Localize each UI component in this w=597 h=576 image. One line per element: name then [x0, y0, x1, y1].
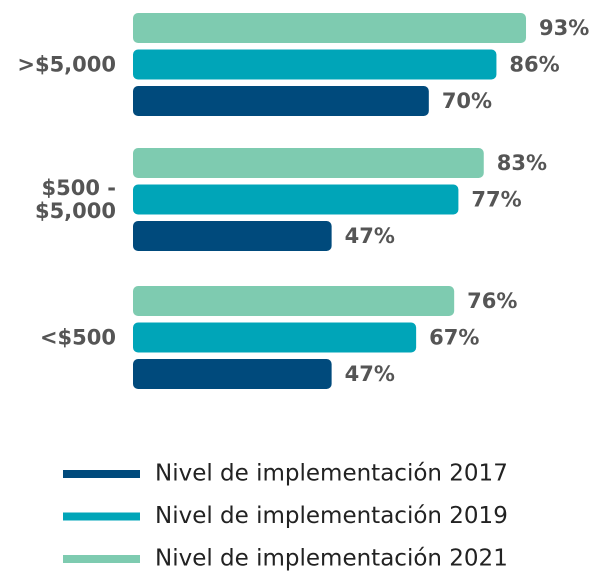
value-label: 76% [467, 289, 517, 313]
bar [133, 322, 417, 353]
legend-label: Nivel de implementación 2021 [155, 546, 508, 572]
legend-label: Nivel de implementación 2017 [155, 461, 508, 487]
category-label: $500 - $5,000 [34, 175, 116, 223]
category-label: <$500 [39, 325, 116, 349]
bar [133, 286, 455, 316]
category-label: >$5,000 [17, 52, 116, 76]
value-label: 93% [539, 16, 589, 40]
value-label: 47% [345, 362, 395, 386]
value-label: 83% [497, 151, 547, 175]
value-label: 67% [429, 326, 479, 350]
legend-label: Nivel de implementación 2019 [155, 503, 508, 529]
bar [133, 13, 527, 43]
bar [133, 184, 459, 215]
value-label: 70% [442, 89, 492, 113]
value-label: 86% [509, 53, 559, 77]
value-label: 77% [471, 188, 521, 212]
bar [133, 86, 429, 116]
bar [133, 49, 497, 80]
value-label: 47% [345, 224, 395, 248]
bar [133, 359, 332, 389]
bar [133, 221, 332, 251]
bar [133, 148, 484, 178]
